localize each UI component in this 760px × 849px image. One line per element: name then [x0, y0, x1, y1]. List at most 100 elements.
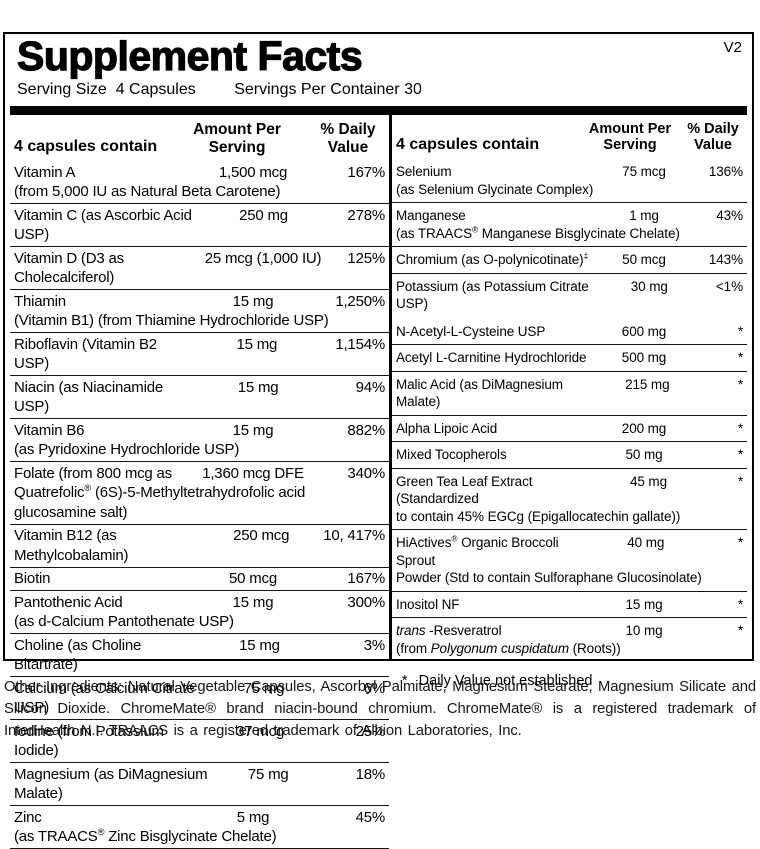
nutrient-amount: 75 mg: [243, 679, 285, 697]
nutrient-daily-value: *: [737, 535, 743, 551]
nutrient-name-line2: Powder (Std to contain Sulforaphane Gluc…: [396, 570, 702, 586]
supplement-facts-panel: Supplement Facts V2 Serving Size 4 Capsu…: [3, 32, 754, 849]
nutrient-name: Malic Acid (as DiMagnesium Malate): [396, 376, 563, 410]
nutrient-daily-value: *: [737, 596, 743, 612]
nutrient-row: trans -Resveratrol 10 mg * (from Polygonum …: [392, 617, 747, 661]
nutrient-daily-value: 3%: [363, 636, 385, 654]
nutrient-row: HiActives® Organic Broccoli Sprout 40 mg *…: [392, 529, 747, 591]
nutrient-amount: 15 mg: [239, 636, 280, 654]
left-column-header: 4 capsules contain Amount Per Serving % …: [10, 115, 389, 160]
nutrient-daily-value: *: [737, 447, 743, 463]
nutrient-row: Vitamin B12 (as Methylcobalamin) 250 mcg 1…: [10, 523, 389, 567]
nutrient-daily-value: 45%: [355, 808, 386, 826]
nutrient-row: Biotin 50 mcg 167%: [10, 566, 389, 591]
nutrient-amount: 1,500 mcg: [218, 163, 288, 181]
nutrient-name: Zinc: [14, 808, 42, 826]
header-contain: 4 capsules contain: [14, 138, 158, 156]
nutrient-row: Zinc 5 mg 45% (as TRAACS® Zinc Bisglycinate…: [10, 805, 389, 848]
nutrient-name: Niacin (as Niacinamide USP): [14, 378, 163, 416]
nutrient-amount: 15 mg: [237, 378, 279, 396]
nutrient-daily-value: 10, 417%: [323, 527, 385, 545]
nutrient-name: Mixed Tocopherols: [396, 447, 507, 463]
serving-info: Serving Size 4 Capsules Servings Per Con…: [5, 78, 752, 106]
nutrient-row: N-Acetyl-L-Cysteine USP 600 mg *: [392, 319, 747, 345]
nutrient-name-line2: (as Pyridoxine Hydrochloride USP): [14, 441, 240, 459]
nutrient-daily-value: *: [737, 420, 743, 436]
right-nutrient-rows-other: N-Acetyl-L-Cysteine USP 600 mg * Acetyl L-C…: [392, 319, 747, 662]
nutrient-name-line2: to contain 45% EGCg (Epigallocatechin ga…: [396, 508, 681, 524]
header-daily-value: % Daily Value: [320, 120, 376, 156]
version-tag: V2: [723, 39, 742, 56]
nutrient-daily-value: 340%: [347, 464, 385, 482]
nutrient-amount: 75 mg: [247, 765, 289, 783]
nutrient-row: Mixed Tocopherols 50 mg *: [392, 441, 747, 468]
nutrient-name-line2: (Vitamin B1) (from Thiamine Hydrochlorid…: [14, 312, 329, 330]
nutrient-row: Chromium (as O-polynicotinate)‡ 50 mcg 143…: [392, 246, 747, 273]
nutrient-name: Pantothenic Acid: [14, 593, 123, 611]
nutrient-amount: 37 mcg: [236, 722, 285, 740]
nutrient-row: Calcium (as Calcium Citrate USP) 75 mg 6%: [10, 676, 389, 719]
nutrient-name: Vitamin D (D3 as Cholecalciferol): [14, 249, 124, 287]
nutrient-row: Acetyl L-Carnitine Hydrochloride 500 mg *: [392, 344, 747, 371]
nutrient-row: Vitamin A 1,500 mcg 167% (from 5,000 IU as …: [10, 161, 389, 203]
nutrient-row: Selenium 75 mcg 136% (as Selenium Glycinate…: [392, 159, 747, 202]
nutrient-name-line2: (from Polygonum cuspidatum (Roots)): [396, 640, 621, 656]
nutrient-name: N-Acetyl-L-Cysteine USP: [396, 323, 546, 339]
nutrient-daily-value: *: [737, 350, 743, 366]
nutrient-name: Biotin: [14, 570, 51, 588]
facts-columns: 4 capsules contain Amount Per Serving % …: [5, 114, 752, 849]
nutrient-daily-value: 278%: [347, 206, 385, 224]
nutrient-row: Vitamin C (as Ascorbic Acid USP) 250 mg 27…: [10, 203, 389, 246]
nutrient-amount: 15 mg: [236, 335, 278, 353]
nutrient-amount: 45 mg: [629, 473, 667, 489]
nutrient-amount: 15 mg: [232, 421, 274, 439]
nutrient-name-line2: (as Selenium Glycinate Complex): [396, 181, 594, 197]
nutrient-row: Riboflavin (Vitamin B2 USP) 15 mg 1,154%: [10, 332, 389, 375]
nutrient-name-line2: Quatrefolic® (6S)-5-Methyltetrahydrofoli…: [14, 483, 306, 521]
serving-size: Serving Size 4 Capsules: [17, 80, 196, 98]
nutrient-row: Magnesium (as DiMagnesium Malate) 75 mg 18…: [10, 762, 389, 805]
left-column: 4 capsules contain Amount Per Serving % …: [10, 115, 389, 849]
nutrient-daily-value: 300%: [347, 593, 385, 611]
nutrient-amount: 5 mg: [236, 808, 270, 826]
nutrient-daily-value: 1,250%: [335, 292, 385, 310]
nutrient-daily-value: 167%: [347, 570, 385, 588]
column-divider: [389, 114, 392, 659]
nutrient-daily-value: 43%: [716, 208, 743, 224]
nutrient-amount: 50 mcg: [622, 252, 666, 268]
nutrient-amount: 15 mg: [625, 596, 663, 612]
nutrient-name-line2: (as d-Calcium Pantothenate USP): [14, 613, 234, 631]
nutrient-daily-value: <1%: [715, 278, 743, 294]
nutrient-name-line2: (as TRAACS® Zinc Bisglycinate Chelate): [14, 827, 277, 846]
nutrient-name: Magnesium (as DiMagnesium Malate): [14, 765, 208, 803]
nutrient-name: Calcium (as Calcium Citrate USP): [14, 679, 195, 717]
nutrient-row: Potassium (as Potassium Citrate USP) 30 m…: [392, 272, 747, 317]
nutrient-name: Iodine (from Potassium Iodide): [14, 722, 164, 760]
top-divider-bar: [10, 105, 747, 115]
nutrient-daily-value: 6%: [363, 679, 385, 697]
nutrient-name: HiActives® Organic Broccoli Sprout: [396, 533, 559, 568]
nutrient-amount: 250 mcg: [233, 527, 290, 545]
nutrient-row: Thiamin 15 mg 1,250% (Vitamin B1) (from Thi…: [10, 289, 389, 332]
nutrient-name: Acetyl L-Carnitine Hydrochloride: [396, 350, 587, 366]
nutrient-name: Potassium (as Potassium Citrate USP): [396, 278, 589, 312]
nutrient-row: Iodine (from Potassium Iodide) 37 mcg 25%: [10, 719, 389, 762]
nutrient-amount: 75 mcg: [622, 164, 666, 180]
nutrient-name: Riboflavin (Vitamin B2 USP): [14, 335, 157, 373]
nutrient-amount: 10 mg: [625, 623, 663, 639]
nutrient-daily-value: 136%: [708, 164, 743, 180]
nutrient-amount: 215 mg: [625, 376, 670, 392]
nutrient-name: trans -Resveratrol: [396, 623, 502, 639]
nutrient-daily-value: 125%: [347, 249, 385, 267]
nutrient-name: Green Tea Leaf Extract (Standardized: [396, 473, 533, 507]
nutrient-row: Niacin (as Niacinamide USP) 15 mg 94%: [10, 375, 389, 418]
right-column-header: 4 capsules contain Amount Per Serving % …: [392, 115, 747, 157]
header-amount-per-serving: Amount Per Serving: [193, 120, 281, 156]
nutrient-row: Folate (from 800 mcg as 1,360 mcg DFE 340%…: [10, 461, 389, 524]
footnote: * Daily Value not established: [392, 663, 747, 689]
nutrient-row: Green Tea Leaf Extract (Standardized 45 m…: [392, 467, 747, 530]
nutrient-daily-value: *: [737, 473, 743, 489]
nutrient-row: Alpha Lipoic Acid 200 mg *: [392, 414, 747, 442]
nutrient-amount: 250 mg: [239, 206, 288, 224]
nutrient-name-line2: (from 5,000 IU as Natural Beta Carotene): [14, 183, 281, 201]
